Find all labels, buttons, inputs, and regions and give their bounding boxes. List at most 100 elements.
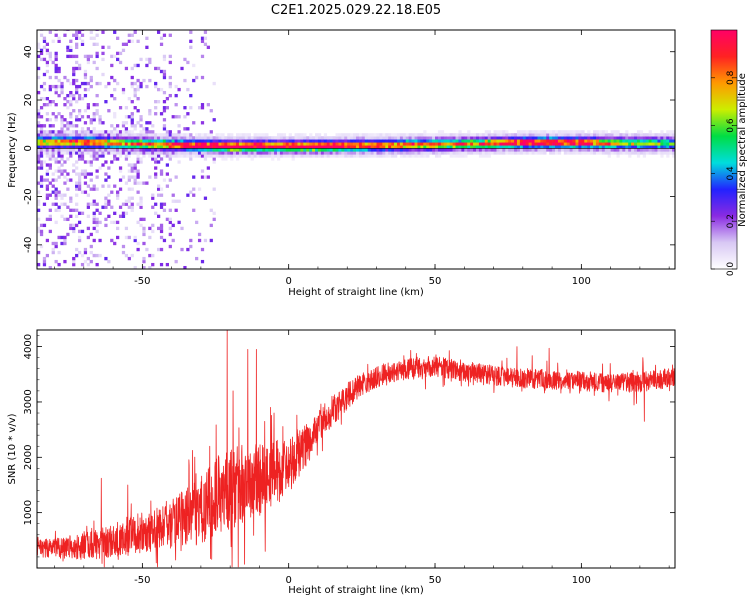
heatmap-cell — [72, 81, 76, 86]
heatmap-cell — [51, 112, 55, 116]
heatmap-cell — [45, 238, 50, 243]
heatmap-cell — [37, 160, 41, 164]
heatmap-cell — [236, 148, 240, 152]
heatmap-cell — [133, 166, 137, 170]
heatmap-cell — [116, 139, 120, 143]
heatmap-cell — [639, 142, 644, 146]
heatmap-cell — [60, 154, 64, 158]
heatmap-cell — [356, 133, 360, 137]
heatmap-cell — [130, 66, 134, 71]
heatmap-cell — [578, 142, 582, 146]
heatmap-cell — [215, 142, 219, 146]
heatmap-cell — [168, 75, 172, 80]
heatmap-cell — [426, 154, 430, 158]
heatmap-cell — [89, 160, 93, 164]
heatmap-cell — [250, 148, 254, 152]
heatmap-cell — [402, 139, 407, 143]
heatmap-cell — [189, 190, 193, 194]
heatmap-cell — [154, 154, 158, 158]
heatmap-cell — [654, 148, 658, 152]
heatmap-cell — [358, 133, 363, 137]
heatmap-cell — [265, 136, 269, 140]
heatmap-cell — [133, 139, 137, 143]
heatmap-cell — [446, 133, 450, 137]
heatmap-cell — [192, 154, 196, 158]
heatmap-cell — [206, 136, 210, 140]
heatmap-cell — [344, 154, 348, 158]
heatmap-cell — [306, 139, 310, 143]
heatmap-cell — [151, 139, 155, 143]
heatmap-cell — [648, 145, 652, 149]
heatmap-cell — [121, 244, 126, 249]
heatmap-cell — [484, 130, 488, 134]
heatmap-cell — [282, 148, 287, 152]
heatmap-cell — [669, 142, 673, 146]
heatmap-cell — [622, 151, 626, 155]
heatmap-cell — [221, 139, 225, 143]
heatmap-cell — [159, 205, 164, 209]
heatmap-cell — [285, 139, 289, 143]
heatmap-cell — [291, 157, 295, 161]
heatmap-cell — [279, 133, 284, 137]
heatmap-cell — [247, 136, 251, 140]
heatmap-cell — [516, 136, 521, 140]
heatmap-cell — [452, 136, 456, 140]
heatmap-cell — [206, 133, 210, 137]
heatmap-cell — [136, 220, 140, 225]
heatmap-cell — [162, 127, 167, 131]
heatmap-cell — [63, 175, 67, 179]
heatmap-cell — [309, 133, 313, 137]
heatmap-cell — [57, 136, 61, 140]
heatmap-cell — [86, 106, 90, 110]
heatmap-cell — [124, 199, 129, 203]
heatmap-cell — [45, 51, 50, 56]
heatmap-cell — [329, 154, 333, 158]
heatmap-cell — [534, 142, 538, 146]
heatmap-cell — [60, 130, 64, 134]
heatmap-cell — [487, 139, 491, 143]
heatmap-cell — [168, 81, 172, 86]
heatmap-cell — [39, 145, 44, 149]
heatmap-cell — [174, 154, 178, 158]
heatmap-cell — [171, 139, 175, 143]
heatmap-cell — [139, 151, 143, 155]
heatmap-cell — [230, 139, 234, 143]
heatmap-cell — [183, 265, 187, 269]
heatmap-cell — [326, 139, 330, 143]
heatmap-cell — [130, 139, 134, 143]
heatmap-cell — [124, 142, 129, 146]
heatmap-cell — [344, 151, 348, 155]
heatmap-cell — [505, 136, 509, 140]
heatmap-cell — [470, 139, 474, 143]
heatmap-cell — [215, 151, 219, 155]
heatmap-cell — [95, 136, 99, 140]
heatmap-cell — [118, 214, 123, 218]
snr-y-tick-label: 1000 — [23, 500, 34, 525]
heatmap-cell — [358, 142, 363, 146]
heatmap-cell — [358, 136, 363, 140]
heatmap-cell — [180, 145, 184, 149]
heatmap-cell — [130, 133, 134, 137]
heatmap-cell — [382, 145, 386, 149]
heatmap-cell — [127, 235, 131, 240]
heatmap-cell — [98, 121, 102, 125]
heatmap-cell — [171, 199, 175, 203]
heatmap-cell — [426, 151, 430, 155]
heatmap-cell — [151, 130, 155, 134]
heatmap-cell — [315, 154, 319, 158]
heatmap-cell — [312, 142, 316, 146]
heatmap-cell — [396, 139, 401, 143]
heatmap-cell — [271, 136, 275, 140]
heatmap-y-tick-label: 40 — [23, 45, 34, 58]
heatmap-cell — [350, 151, 354, 155]
heatmap-cell — [75, 214, 79, 218]
heatmap-cell — [116, 193, 120, 197]
heatmap-cell — [323, 136, 328, 140]
heatmap-cell — [467, 130, 471, 134]
heatmap-cell — [584, 151, 588, 155]
colorbar-tick-label: 0.8 — [726, 70, 736, 85]
heatmap-cell — [364, 145, 369, 149]
heatmap-cell — [77, 229, 82, 234]
heatmap-cell — [75, 151, 79, 155]
heatmap-cell — [66, 121, 70, 125]
